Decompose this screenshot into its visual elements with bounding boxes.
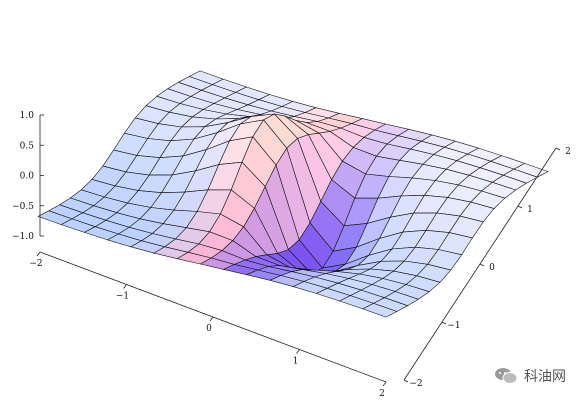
y-tick-mark [403,379,409,383]
y-tick-label: 1 [527,205,533,215]
x-tick-label: 2 [379,389,385,399]
y-tick-mark [555,147,561,151]
y-tick-label: −2 [409,379,422,389]
z-tick-label: −1.0 [12,232,34,242]
y-tick-label: 0 [489,263,495,273]
y-tick-label: 2 [565,147,571,157]
x-tick-label: −1 [116,292,129,302]
wechat-bubble-icon [495,368,518,384]
watermark: 科油网 [494,366,566,386]
y-tick-mark [479,263,485,267]
z-tick-label: 0.0 [20,172,35,182]
x-tick-mark [36,251,41,257]
y-tick-mark [441,321,447,325]
z-tick-label: 0.5 [20,141,35,151]
z-tick-label: 1.0 [20,111,35,121]
surface-cell [362,303,398,318]
x-tick-mark [296,349,300,354]
x-tick-label: −2 [29,259,42,269]
watermark-label: 科油网 [524,369,566,385]
x-tick-label: 0 [206,324,212,334]
y-tick-label: −1 [447,321,460,331]
z-tick-label: −0.5 [12,202,34,212]
x-tick-mark [209,316,214,322]
y-tick-mark [517,205,523,209]
x-tick-mark [382,381,387,387]
x-tick-mark [123,284,127,289]
x-tick-label: 1 [293,357,299,367]
